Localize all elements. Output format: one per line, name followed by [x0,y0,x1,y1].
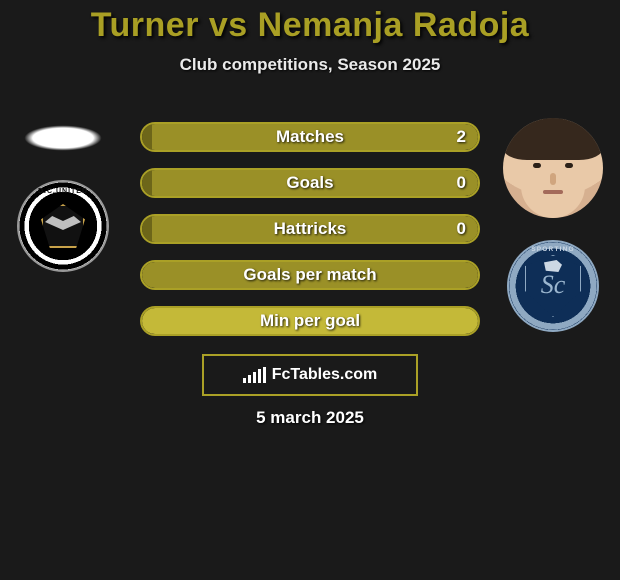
stat-fill-left [142,170,152,196]
stat-value-right: 0 [457,219,466,239]
page-title: Turner vs Nemanja Radoja [0,0,620,45]
stat-row: Min per goal [140,306,480,336]
stat-row: Matches 2 [140,122,480,152]
left-club-badge-text: D.C.UNITED [38,188,88,195]
stat-row: Goals 0 [140,168,480,198]
left-player-column: D.C.UNITED [8,118,118,272]
bars-icon [243,367,266,383]
brand-watermark: FcTables.com [202,354,418,396]
stat-fill-left [142,216,152,242]
brand-text: FcTables.com [272,366,378,384]
right-club-badge-text: SPORTING [531,246,575,253]
eagle-icon [45,210,81,230]
subtitle: Club competitions, Season 2025 [0,55,620,75]
stat-label: Min per goal [260,311,360,331]
stat-row: Hattricks 0 [140,214,480,244]
sc-script-icon: Sc [541,270,566,300]
stat-fill-left [142,124,152,150]
stat-label: Hattricks [274,219,347,239]
stat-row: Goals per match [140,260,480,290]
stats-panel: Matches 2 Goals 0 Hattricks 0 Goals per match M… [140,122,480,352]
right-club-badge: SPORTING Sc [507,240,599,332]
right-player-column: SPORTING Sc [498,118,608,332]
date-text: 5 march 2025 [0,408,620,428]
right-player-avatar [503,118,603,218]
stat-label: Goals [286,173,333,193]
stat-value-right: 0 [457,173,466,193]
stat-value-right: 2 [457,127,466,147]
left-player-avatar [8,118,118,158]
stat-label: Goals per match [243,265,376,285]
left-club-badge: D.C.UNITED [17,180,109,272]
stat-label: Matches [276,127,344,147]
